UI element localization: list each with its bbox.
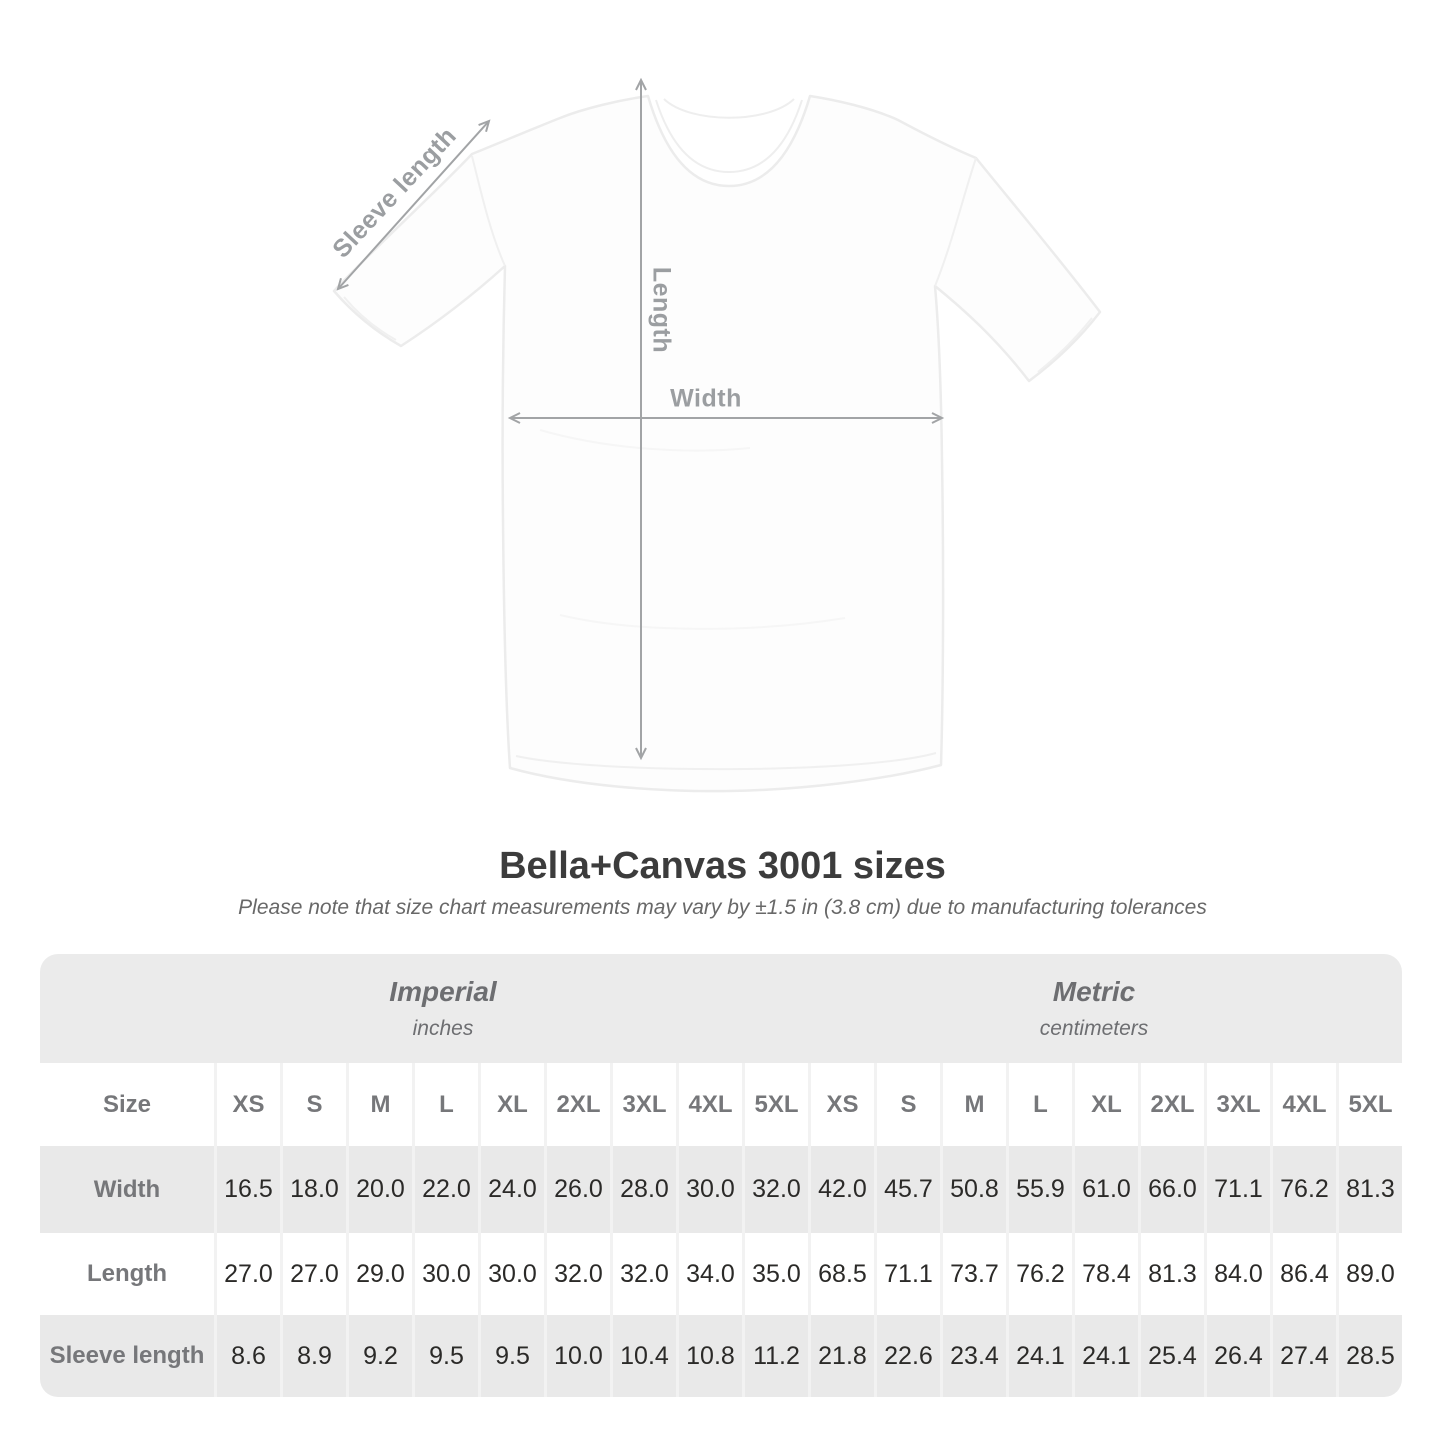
page-title: Bella+Canvas 3001 sizes (499, 845, 946, 887)
size-value-cell: 34.0 (676, 1233, 742, 1315)
size-column-header: XS (808, 1063, 874, 1146)
measurement-arrows (336, 77, 945, 761)
size-value-cell: 10.8 (676, 1315, 742, 1397)
size-value-cell: 21.8 (808, 1315, 874, 1397)
size-value-cell: 71.1 (1204, 1146, 1270, 1233)
size-value-cell: 32.0 (610, 1233, 676, 1315)
size-value-cell: 68.5 (808, 1233, 874, 1315)
size-value-cell: 11.2 (742, 1315, 808, 1397)
size-value-cell: 86.4 (1270, 1233, 1336, 1315)
size-value-cell: 10.0 (544, 1315, 610, 1397)
size-column-header: L (1006, 1063, 1072, 1146)
size-table: Imperial inches Metric centimeters Size … (40, 954, 1402, 1397)
imperial-group-header: Imperial inches (40, 954, 808, 1063)
size-column-header: S (280, 1063, 346, 1146)
imperial-group-label: Imperial (389, 976, 497, 1007)
size-value-cell: 27.0 (280, 1233, 346, 1315)
size-value-cell: 81.3 (1336, 1146, 1402, 1233)
size-value-cell: 23.4 (940, 1315, 1006, 1397)
size-value-cell: 10.4 (610, 1315, 676, 1397)
size-value-cell: 45.7 (874, 1146, 940, 1233)
size-value-cell: 24.0 (478, 1146, 544, 1233)
size-column-header: XL (478, 1063, 544, 1146)
size-column-header: M (346, 1063, 412, 1146)
size-column-header: XS (214, 1063, 280, 1146)
size-column-header: 3XL (1204, 1063, 1270, 1146)
size-column-header: 2XL (544, 1063, 610, 1146)
collar-lines (655, 98, 803, 174)
wrinkle-lines (539, 429, 846, 630)
size-value-cell: 22.6 (874, 1315, 940, 1397)
metric-group-label: Metric (1052, 976, 1136, 1007)
size-value-cell: 35.0 (742, 1233, 808, 1315)
size-value-cell: 25.4 (1138, 1315, 1204, 1397)
size-value-cell: 9.5 (412, 1315, 478, 1397)
size-value-cell: 84.0 (1204, 1233, 1270, 1315)
page-subtitle: Please note that size chart measurements… (238, 896, 1207, 919)
size-value-cell: 30.0 (478, 1233, 544, 1315)
size-value-cell: 28.5 (1336, 1315, 1402, 1397)
size-value-cell: 32.0 (742, 1146, 808, 1233)
size-value-cell: 29.0 (346, 1233, 412, 1315)
size-value-cell: 8.9 (280, 1315, 346, 1397)
size-value-cell: 73.7 (940, 1233, 1006, 1315)
size-value-cell: 76.2 (1006, 1233, 1072, 1315)
size-column-header: 2XL (1138, 1063, 1204, 1146)
size-value-cell: 42.0 (808, 1146, 874, 1233)
size-value-cell: 24.1 (1006, 1315, 1072, 1397)
size-column-header: XL (1072, 1063, 1138, 1146)
row-label-width: Width (40, 1146, 214, 1233)
size-value-cell: 9.5 (478, 1315, 544, 1397)
size-column-header: L (412, 1063, 478, 1146)
size-value-cell: 18.0 (280, 1146, 346, 1233)
size-value-cell: 8.6 (214, 1315, 280, 1397)
tshirt-measurement-diagram: Sleeve length Length Width (327, 77, 1102, 793)
size-value-cell: 28.0 (610, 1146, 676, 1233)
size-column-header: 4XL (1270, 1063, 1336, 1146)
size-value-cell: 27.0 (214, 1233, 280, 1315)
size-value-cell: 61.0 (1072, 1146, 1138, 1233)
imperial-group-unit: inches (412, 1017, 474, 1040)
size-value-cell: 20.0 (346, 1146, 412, 1233)
size-value-cell: 55.9 (1006, 1146, 1072, 1233)
size-value-cell: 9.2 (346, 1315, 412, 1397)
row-label-length: Length (40, 1233, 214, 1315)
size-column-header: 5XL (742, 1063, 808, 1146)
size-value-cell: 16.5 (214, 1146, 280, 1233)
metric-group-unit: centimeters (1039, 1017, 1149, 1040)
metric-group-header: Metric centimeters (808, 954, 1402, 1063)
length-label: Length (647, 266, 676, 354)
size-value-cell: 26.4 (1204, 1315, 1270, 1397)
size-column-header: S (874, 1063, 940, 1146)
size-value-cell: 78.4 (1072, 1233, 1138, 1315)
size-value-cell: 32.0 (544, 1233, 610, 1315)
size-corner-header: Size (40, 1063, 214, 1146)
size-value-cell: 22.0 (412, 1146, 478, 1233)
size-value-cell: 66.0 (1138, 1146, 1204, 1233)
size-value-cell: 30.0 (676, 1146, 742, 1233)
size-value-cell: 50.8 (940, 1146, 1006, 1233)
row-label-sleeve-length: Sleeve length (40, 1315, 214, 1397)
size-value-cell: 30.0 (412, 1233, 478, 1315)
sleeve-length-arrow (336, 119, 491, 291)
size-value-cell: 81.3 (1138, 1233, 1204, 1315)
size-value-cell: 71.1 (874, 1233, 940, 1315)
size-value-cell: 26.0 (544, 1146, 610, 1233)
width-label: Width (670, 384, 742, 413)
tshirt-illustration (332, 77, 1102, 793)
size-value-cell: 27.4 (1270, 1315, 1336, 1397)
size-value-cell: 89.0 (1336, 1233, 1402, 1315)
size-column-header: 4XL (676, 1063, 742, 1146)
size-column-header: M (940, 1063, 1006, 1146)
size-column-header: 3XL (610, 1063, 676, 1146)
size-value-cell: 76.2 (1270, 1146, 1336, 1233)
size-value-cell: 24.1 (1072, 1315, 1138, 1397)
size-column-header: 5XL (1336, 1063, 1402, 1146)
tshirt-body (332, 94, 1102, 793)
